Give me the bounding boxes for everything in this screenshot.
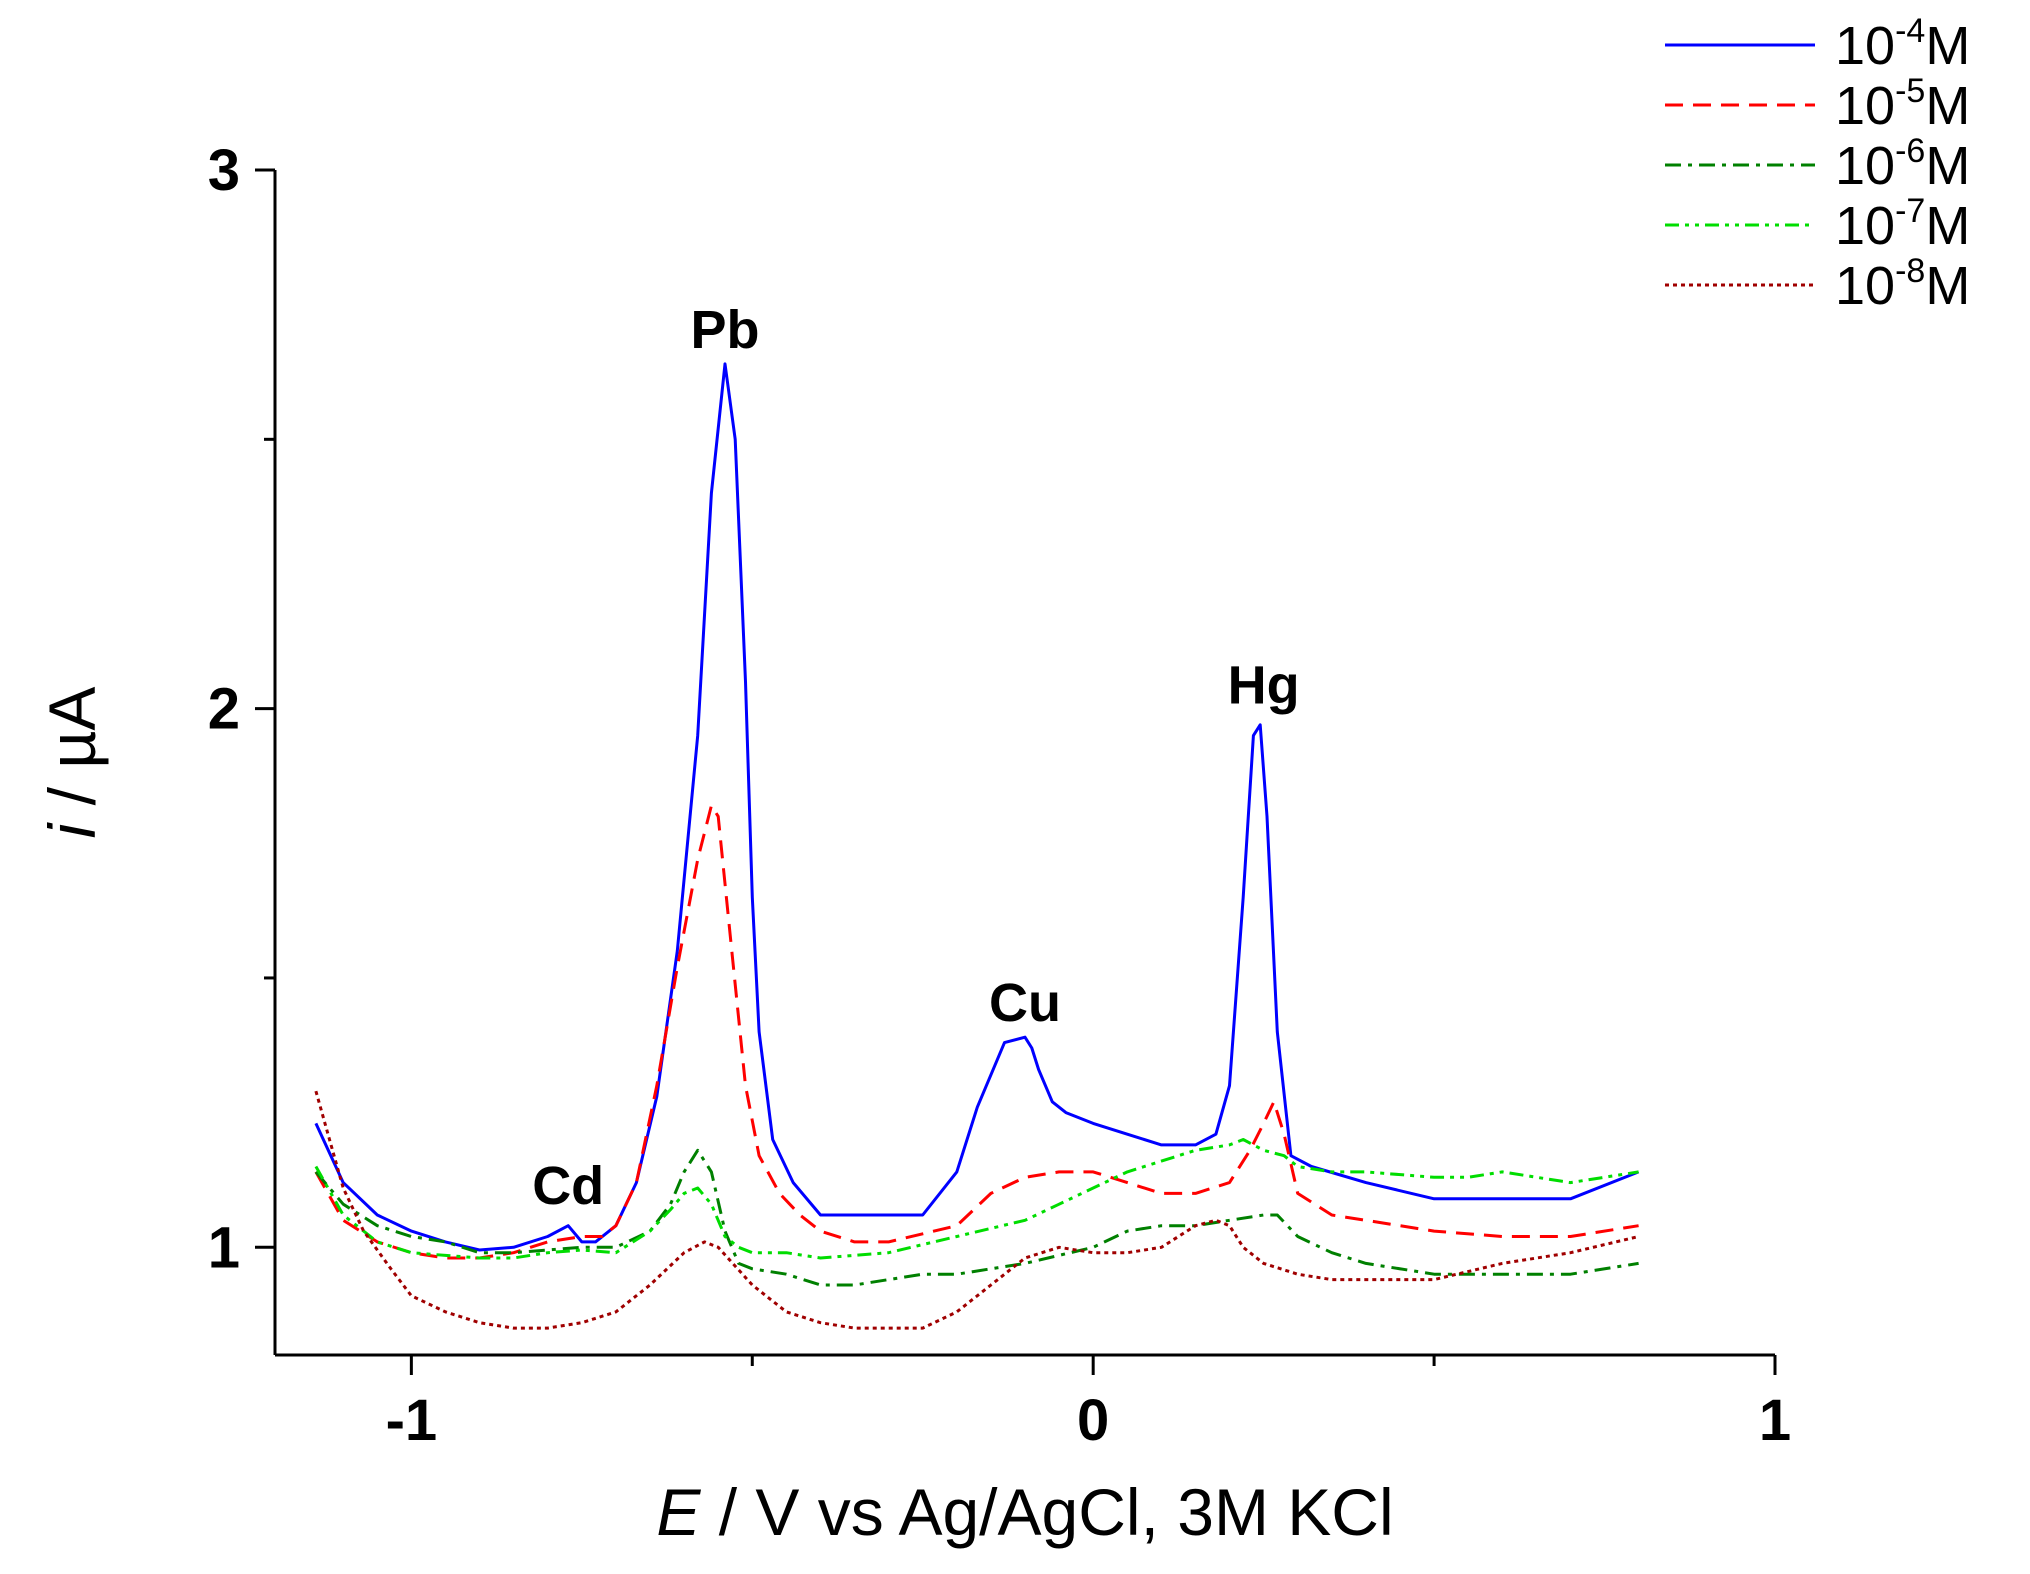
legend-label-exponent: -7 xyxy=(1895,192,1925,230)
legend-label-exponent: -5 xyxy=(1895,72,1925,110)
peak-label-pb: Pb xyxy=(690,300,759,360)
legend-label: 10-4M xyxy=(1835,12,1970,76)
axes: -1 0 1 1 2 3 E / V vs Ag/AgCl, 3M KCl i / µA xyxy=(35,138,1791,1549)
legend-label-base: 10 xyxy=(1835,196,1895,256)
legend-label: 10-6M xyxy=(1835,132,1970,196)
peak-annotations: Cd Pb Cu Hg xyxy=(532,300,1299,1216)
x-tick-label: 1 xyxy=(1759,1388,1791,1453)
legend-label-unit: M xyxy=(1925,196,1970,256)
peak-label-cu: Cu xyxy=(989,973,1061,1033)
y-axis-title: i / µA xyxy=(35,687,109,839)
legend-item: 10-4M xyxy=(1665,12,1970,76)
legend-label-base: 10 xyxy=(1835,76,1895,136)
series-line-4 xyxy=(314,1138,1639,1260)
legend-label: 10-7M xyxy=(1835,192,1970,256)
legend-label-exponent: -8 xyxy=(1895,252,1925,290)
x-tick-label: -1 xyxy=(386,1388,438,1453)
peak-label-hg: Hg xyxy=(1228,655,1300,715)
series-line-3 xyxy=(314,1148,1639,1287)
legend-label-exponent: -6 xyxy=(1895,132,1925,170)
legend-item: 10-7M xyxy=(1665,192,1970,256)
legend-item: 10-5M xyxy=(1665,72,1970,136)
y-tick-label: 1 xyxy=(208,1215,240,1280)
legend-label-unit: M xyxy=(1925,256,1970,316)
series-line-1 xyxy=(314,362,1640,1252)
legend-label: 10-5M xyxy=(1835,72,1970,136)
y-axis-title-symbol: i xyxy=(35,821,109,838)
peak-label-cd: Cd xyxy=(532,1156,604,1216)
y-tick-label: 2 xyxy=(208,677,240,742)
x-axis-title: E / V vs Ag/AgCl, 3M KCl xyxy=(656,1475,1393,1549)
legend-label: 10-8M xyxy=(1835,252,1970,316)
legend-label-unit: M xyxy=(1925,76,1970,136)
y-tick-label: 3 xyxy=(208,138,240,203)
series-line-2 xyxy=(314,804,1639,1260)
legend-label-unit: M xyxy=(1925,136,1970,196)
series-line-5 xyxy=(314,1090,1639,1330)
y-axis-title-text: / µA xyxy=(35,687,109,824)
legend-label-base: 10 xyxy=(1835,16,1895,76)
legend-label-base: 10 xyxy=(1835,256,1895,316)
x-axis-title-text: / V vs Ag/AgCl, 3M KCl xyxy=(700,1475,1393,1549)
legend-label-exponent: -4 xyxy=(1895,12,1925,50)
legend-label-unit: M xyxy=(1925,16,1970,76)
x-tick-label: 0 xyxy=(1077,1388,1109,1453)
legend-item: 10-8M xyxy=(1665,252,1970,316)
x-axis-title-symbol: E xyxy=(656,1475,701,1549)
series-layer xyxy=(314,362,1640,1330)
legend-label-base: 10 xyxy=(1835,136,1895,196)
legend-item: 10-6M xyxy=(1665,132,1970,196)
